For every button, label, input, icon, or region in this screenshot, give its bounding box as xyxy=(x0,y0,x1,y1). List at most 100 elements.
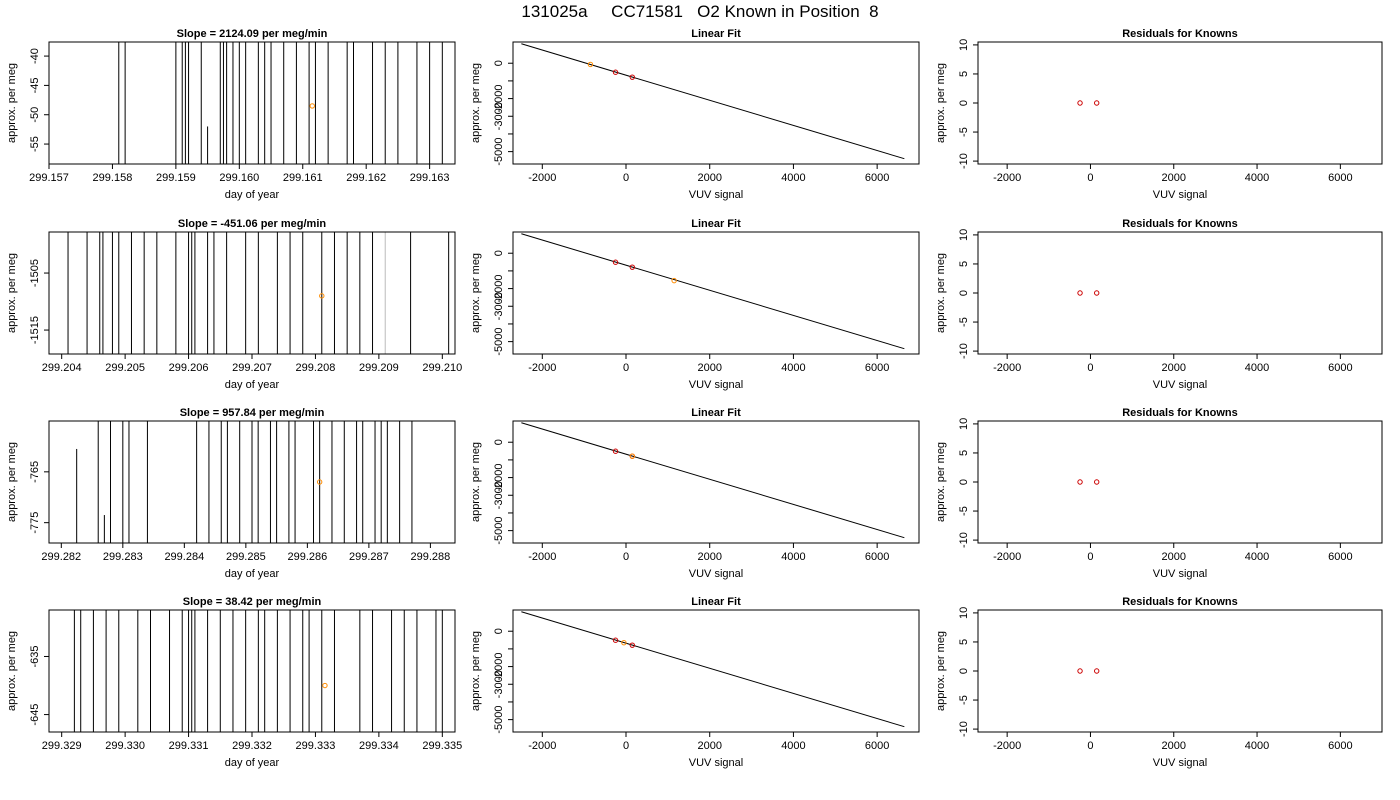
y-tick-label: -55 xyxy=(29,136,41,152)
y-axis-label: approx. per meg xyxy=(935,442,947,522)
panel-title: Linear Fit xyxy=(691,28,741,40)
plot-frame xyxy=(48,41,456,165)
y-axis-label: approx. per meg xyxy=(6,253,18,333)
x-axis-label: VUV signal xyxy=(689,379,743,391)
data-point xyxy=(1094,668,1100,674)
y-tick-label: -5000 xyxy=(493,138,505,166)
panel-title: Linear Fit xyxy=(691,407,741,419)
x-tick-label: -2000 xyxy=(528,551,556,563)
x-tick-label: 4000 xyxy=(1245,172,1269,184)
chart-panel: Residuals for Knowns -2000 0 2000 4000 6000 -1… xyxy=(935,218,1383,391)
data-point xyxy=(1077,668,1083,674)
x-tick-label: 2000 xyxy=(1162,740,1186,752)
data-layer xyxy=(521,233,905,350)
chart-panel: Linear Fit-2000 0 2000 4000 6000-5000-3000-2… xyxy=(470,28,920,201)
panel-title: Slope = -451.06 per meg/min xyxy=(178,218,327,230)
y-axis-label: approx. per meg xyxy=(470,253,482,333)
x-tick-label: 6000 xyxy=(1328,362,1352,374)
chart-panel: Slope = 957.84 per meg/min 299.282 299.283… xyxy=(6,407,456,580)
x-tick-label: 6000 xyxy=(1328,172,1352,184)
x-tick-label: 2000 xyxy=(1162,362,1186,374)
y-tick-label: -45 xyxy=(29,77,41,93)
y-tick-label: -5000 xyxy=(493,517,505,545)
x-tick-label: 299.208 xyxy=(296,362,336,374)
x-tick-label: -2000 xyxy=(528,362,556,374)
x-tick-label: 299.206 xyxy=(169,362,209,374)
x-tick-label: 299.160 xyxy=(219,172,259,184)
data-layer xyxy=(1077,290,1100,296)
y-axis-label: approx. per meg xyxy=(470,442,482,522)
data-point xyxy=(322,682,328,689)
x-tick-label: 299.159 xyxy=(156,172,196,184)
plot-frame xyxy=(512,41,920,165)
plot-frame xyxy=(977,609,1383,733)
x-tick-label: -2000 xyxy=(993,551,1021,563)
chart-panel: Slope = 38.42 per meg/min 299.329 299.330 2… xyxy=(6,596,462,769)
y-tick-label: -5 xyxy=(958,695,970,705)
x-tick-label: 6000 xyxy=(1328,740,1352,752)
data-point xyxy=(671,277,677,284)
y-tick-label: 0 xyxy=(493,628,505,634)
x-tick-label: 299.282 xyxy=(41,551,81,563)
x-tick-label: 299.335 xyxy=(422,740,462,752)
plot-frame xyxy=(977,231,1383,355)
x-tick-label: 0 xyxy=(623,172,629,184)
data-point xyxy=(629,264,635,270)
x-tick-label: 299.205 xyxy=(105,362,145,374)
x-tick-label: 6000 xyxy=(865,362,889,374)
data-layer xyxy=(118,42,443,164)
data-layer xyxy=(1077,479,1100,485)
plot-frame xyxy=(977,41,1383,165)
chart-panel: Residuals for Knowns -2000 0 2000 4000 6000 -1… xyxy=(935,596,1383,769)
y-axis-label: approx. per meg xyxy=(6,631,18,711)
y-tick-label: -3000 xyxy=(493,481,505,509)
x-tick-label: 2000 xyxy=(697,551,721,563)
panel-title: Slope = 38.42 per meg/min xyxy=(183,596,322,608)
x-tick-label: 4000 xyxy=(1245,740,1269,752)
y-tick-label: 0 xyxy=(958,668,970,674)
x-axis-label: VUV signal xyxy=(1153,757,1207,769)
y-tick-label: -5 xyxy=(958,127,970,137)
data-point xyxy=(621,640,627,646)
x-tick-label: 299.330 xyxy=(105,740,145,752)
y-tick-label: -3000 xyxy=(493,670,505,698)
y-axis-label: approx. per meg xyxy=(470,63,482,143)
y-tick-label: -3000 xyxy=(493,102,505,130)
x-tick-label: 2000 xyxy=(1162,551,1186,563)
y-tick-label: -765 xyxy=(29,461,41,483)
data-point xyxy=(629,642,635,648)
x-tick-label: 2000 xyxy=(697,172,721,184)
x-tick-label: 2000 xyxy=(697,362,721,374)
x-tick-label: 0 xyxy=(1087,362,1093,374)
data-point xyxy=(612,448,619,454)
x-tick-label: -2000 xyxy=(528,172,556,184)
x-tick-label: 4000 xyxy=(781,740,805,752)
x-tick-label: 0 xyxy=(1087,740,1093,752)
y-tick-label: 10 xyxy=(958,607,970,619)
chart-panel: Linear Fit-2000 0 2000 4000 6000-5000-3000-2… xyxy=(470,407,920,580)
data-point xyxy=(316,479,323,485)
x-tick-label: 299.158 xyxy=(93,172,133,184)
x-tick-label: 6000 xyxy=(865,740,889,752)
x-tick-label: 299.333 xyxy=(296,740,336,752)
y-tick-label: 10 xyxy=(958,39,970,51)
x-axis-label: day of year xyxy=(225,379,280,391)
fit-line xyxy=(521,611,905,728)
x-tick-label: 299.284 xyxy=(164,551,204,563)
x-axis-label: day of year xyxy=(225,757,280,769)
x-tick-label: 6000 xyxy=(1328,551,1352,563)
data-layer xyxy=(76,421,413,543)
x-axis-label: VUV signal xyxy=(689,568,743,580)
data-point xyxy=(612,637,619,643)
x-tick-label: 299.332 xyxy=(232,740,272,752)
x-tick-label: 4000 xyxy=(1245,551,1269,563)
y-axis-label: approx. per meg xyxy=(935,631,947,711)
fit-line xyxy=(521,233,905,350)
y-tick-label: -1505 xyxy=(29,259,41,287)
panel-title: Residuals for Knowns xyxy=(1122,596,1238,608)
y-tick-label: 5 xyxy=(958,639,970,645)
x-tick-label: -2000 xyxy=(993,362,1021,374)
x-tick-label: 299.334 xyxy=(359,740,399,752)
x-axis-label: VUV signal xyxy=(689,757,743,769)
panel-title: Residuals for Knowns xyxy=(1122,28,1238,40)
